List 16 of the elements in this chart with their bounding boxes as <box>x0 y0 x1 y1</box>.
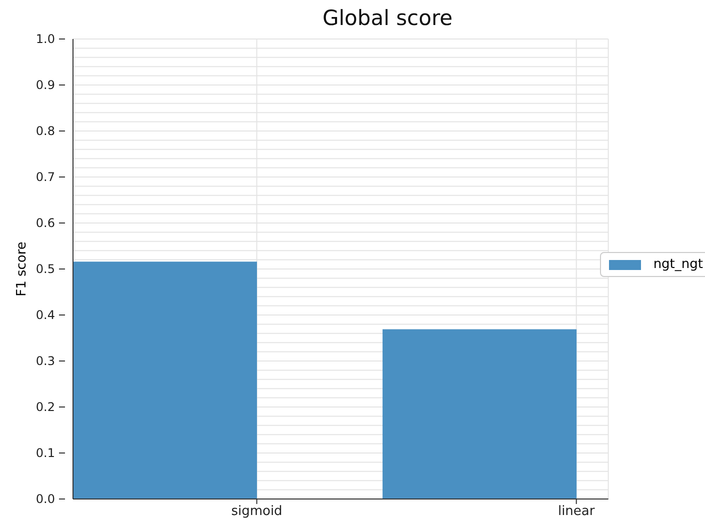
y-tick-label: 0.9 <box>36 78 55 92</box>
x-tick-label: sigmoid <box>231 504 282 520</box>
y-tick-label: 0.1 <box>36 446 55 460</box>
y-tick-label: 0.2 <box>36 400 55 414</box>
y-tick-label: 0.4 <box>36 308 55 322</box>
x-tick-label: linear <box>558 504 596 520</box>
y-tick-label: 0.3 <box>36 354 55 368</box>
chart-title: Global score <box>321 6 454 30</box>
legend-label: ngt_ngt <box>653 257 703 272</box>
y-tick-label: 0.7 <box>36 170 55 184</box>
y-tick-label: 1.0 <box>36 32 55 46</box>
y-axis-title: F1 score <box>14 242 30 296</box>
y-tick-label: 0.5 <box>36 262 55 276</box>
y-tick-label: 0.0 <box>36 492 55 506</box>
y-tick-label: 0.6 <box>36 216 55 230</box>
y-tick-label: 0.8 <box>36 124 55 138</box>
